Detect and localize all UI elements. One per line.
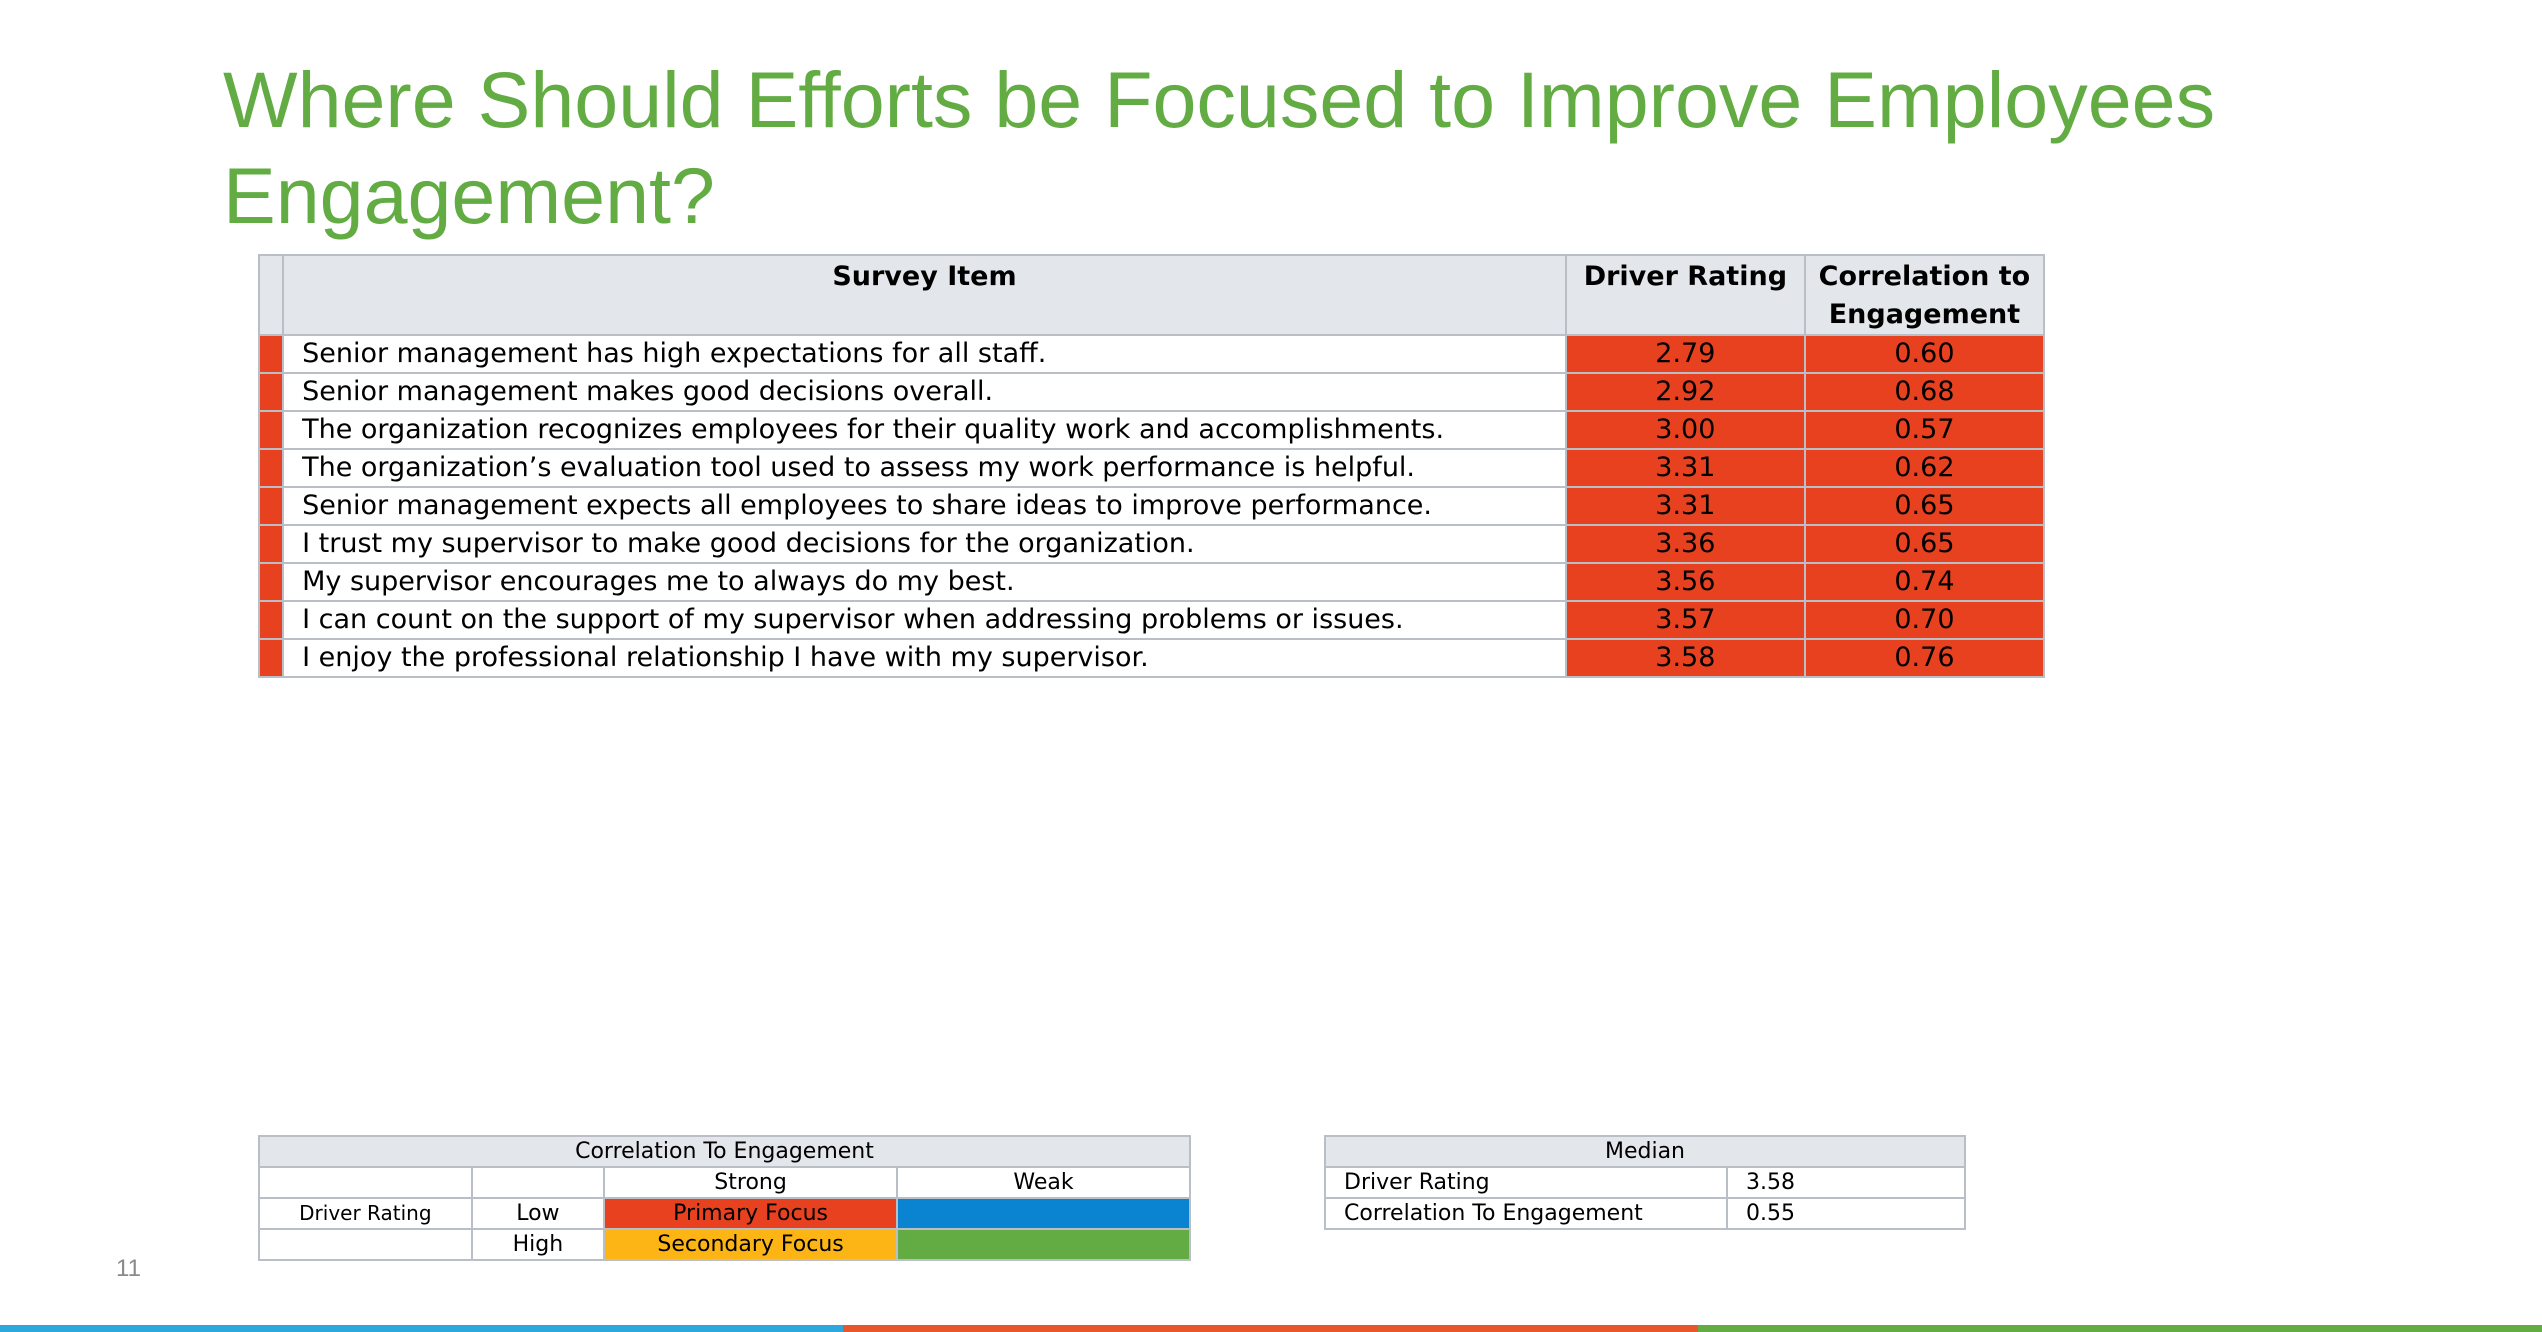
survey-item-cell: The organization’s evaluation tool used … <box>282 448 1567 488</box>
legend-high-label: High <box>470 1228 606 1261</box>
row-indicator <box>257 638 285 678</box>
correlation-cell: 0.74 <box>1803 562 2046 602</box>
survey-item-header: Survey Item <box>282 254 1567 336</box>
table-row: I can count on the support of my supervi… <box>257 600 2046 640</box>
table-row: I enjoy the professional relationship I … <box>257 638 2046 678</box>
driver-rating-cell: 3.57 <box>1564 600 1806 640</box>
footer-segment-green <box>1698 1325 2542 1332</box>
row-indicator <box>257 448 285 488</box>
median-correlation-label: Correlation To Engagement <box>1324 1197 1728 1230</box>
footer-color-bar <box>0 1325 2542 1332</box>
table-row: Senior management makes good decisions o… <box>257 372 2046 412</box>
driver-rating-cell: 3.36 <box>1564 524 1806 564</box>
driver-rating-cell: 3.58 <box>1564 638 1806 678</box>
driver-rating-cell: 2.92 <box>1564 372 1806 412</box>
footer-segment-blue <box>0 1325 843 1332</box>
correlation-cell: 0.68 <box>1803 372 2046 412</box>
primary-focus-cell: Primary Focus <box>603 1197 899 1230</box>
footer-segment-orange <box>843 1325 1698 1332</box>
table-row: Senior management expects all employees … <box>257 486 2046 526</box>
correlation-cell: 0.60 <box>1803 334 2046 374</box>
survey-item-cell: Senior management makes good decisions o… <box>282 372 1567 412</box>
legend-header: Correlation To Engagement <box>258 1135 1191 1168</box>
correlation-cell: 0.70 <box>1803 600 2046 640</box>
slide-title: Where Should Efforts be Focused to Impro… <box>223 55 2216 240</box>
correlation-cell: 0.62 <box>1803 448 2046 488</box>
legend-strong-label: Strong <box>603 1166 899 1199</box>
secondary-focus-cell: Secondary Focus <box>603 1228 899 1261</box>
correlation-cell: 0.57 <box>1803 410 2046 450</box>
correlation-cell: 0.65 <box>1803 486 2046 526</box>
legend-empty-cell <box>258 1166 473 1199</box>
correlation-header: Correlation to Engagement <box>1803 254 2046 336</box>
low-weak-cell <box>896 1197 1191 1230</box>
table-row: The organization recognizes employees fo… <box>257 410 2046 450</box>
driver-rating-header: Driver Rating <box>1564 254 1806 336</box>
focus-legend-table: Correlation To Engagement Strong Weak Dr… <box>258 1135 1191 1261</box>
row-indicator <box>257 600 285 640</box>
survey-item-cell: Senior management has high expectations … <box>282 334 1567 374</box>
survey-table: Survey Item Driver Rating Correlation to… <box>257 254 2046 678</box>
row-indicator <box>257 334 285 374</box>
survey-item-cell: I enjoy the professional relationship I … <box>282 638 1567 678</box>
median-driver-rating-value: 3.58 <box>1726 1166 1966 1199</box>
page-number: 11 <box>116 1255 141 1282</box>
table-row: My supervisor encourages me to always do… <box>257 562 2046 602</box>
survey-item-cell: Senior management expects all employees … <box>282 486 1567 526</box>
survey-item-cell: I can count on the support of my supervi… <box>282 600 1567 640</box>
survey-item-cell: The organization recognizes employees fo… <box>282 410 1567 450</box>
row-indicator <box>257 410 285 450</box>
legend-empty-cell <box>470 1166 606 1199</box>
table-row: Senior management has high expectations … <box>257 334 2046 374</box>
legend-weak-label: Weak <box>896 1166 1191 1199</box>
driver-rating-cell: 3.31 <box>1564 486 1806 526</box>
legend-empty-cell <box>258 1228 473 1261</box>
median-header: Median <box>1324 1135 1966 1168</box>
table-row: I trust my supervisor to make good decis… <box>257 524 2046 564</box>
row-indicator <box>257 486 285 526</box>
legend-low-label: Low <box>470 1197 606 1230</box>
median-driver-rating-label: Driver Rating <box>1324 1166 1728 1199</box>
driver-rating-cell: 3.56 <box>1564 562 1806 602</box>
survey-item-cell: My supervisor encourages me to always do… <box>282 562 1567 602</box>
table-header-row: Survey Item Driver Rating Correlation to… <box>257 254 2046 336</box>
median-table: Median Driver Rating 3.58 Correlation To… <box>1324 1135 1966 1230</box>
median-correlation-value: 0.55 <box>1726 1197 1966 1230</box>
driver-rating-cell: 3.00 <box>1564 410 1806 450</box>
row-indicator <box>257 562 285 602</box>
driver-rating-cell: 2.79 <box>1564 334 1806 374</box>
row-indicator <box>257 524 285 564</box>
survey-item-cell: I trust my supervisor to make good decis… <box>282 524 1567 564</box>
legend-driver-rating-label: Driver Rating <box>258 1197 473 1230</box>
table-row: The organization’s evaluation tool used … <box>257 448 2046 488</box>
correlation-cell: 0.76 <box>1803 638 2046 678</box>
correlation-cell: 0.65 <box>1803 524 2046 564</box>
high-weak-cell <box>896 1228 1191 1261</box>
indicator-header <box>257 254 285 336</box>
row-indicator <box>257 372 285 412</box>
driver-rating-cell: 3.31 <box>1564 448 1806 488</box>
